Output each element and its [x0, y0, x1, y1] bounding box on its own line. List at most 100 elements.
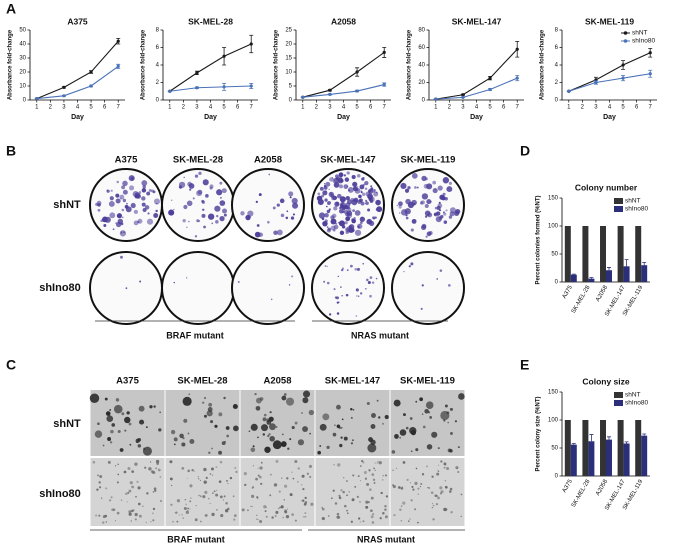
colony: [411, 485, 414, 488]
data-point: [222, 85, 226, 89]
colony: [255, 518, 258, 521]
y-tick-label: 2: [555, 80, 559, 86]
colony: [216, 489, 218, 491]
colony: [199, 520, 202, 523]
colony: [411, 173, 418, 179]
colony: [127, 467, 131, 471]
colony: [120, 499, 123, 501]
colony: [306, 472, 310, 476]
colony: [357, 223, 363, 229]
colony: [274, 515, 277, 518]
colony: [329, 177, 334, 182]
colony: [352, 408, 355, 411]
colony: [279, 506, 281, 509]
colony: [264, 510, 267, 513]
colony: [309, 432, 311, 435]
colony: [365, 500, 369, 504]
data-point: [116, 39, 120, 43]
colony: [219, 460, 223, 464]
colony: [356, 495, 359, 498]
colony: [121, 412, 125, 416]
colony: [368, 437, 373, 442]
colony: [422, 425, 426, 429]
colony: [111, 508, 114, 512]
x-tick-label: 1: [168, 105, 172, 111]
colony: [203, 467, 207, 472]
colony: [221, 441, 226, 446]
colony: [268, 416, 274, 422]
colony: [100, 497, 103, 499]
colony: [193, 470, 195, 472]
colony: [120, 255, 123, 259]
colony: [250, 423, 258, 431]
panel-label: E: [520, 357, 529, 373]
colony: [219, 181, 223, 185]
y-tick-label: 0: [555, 98, 559, 104]
colony: [284, 509, 287, 513]
colony: [237, 280, 240, 283]
colony: [243, 471, 247, 476]
colony: [425, 465, 428, 468]
error-bar: [589, 277, 594, 279]
x-tick-label: 2: [448, 105, 452, 111]
colony: [407, 520, 410, 522]
colony: [449, 487, 453, 491]
colony: [421, 193, 429, 200]
colony: [191, 469, 194, 472]
colony: [202, 208, 205, 211]
colony: [232, 495, 235, 498]
series-line: [36, 65, 119, 100]
error-bar: [642, 433, 647, 436]
y-tick-label: 50: [551, 446, 558, 452]
colony: [414, 508, 417, 511]
colony: [341, 269, 344, 272]
colony: [324, 198, 328, 202]
x-tick-label: 4: [342, 105, 346, 111]
y-tick-label: 80: [418, 28, 425, 34]
colony: [224, 509, 229, 513]
colony: [97, 203, 101, 207]
colony: [439, 194, 445, 200]
colony: [354, 267, 358, 271]
colony: [152, 512, 154, 514]
colony: [352, 209, 355, 213]
colony: [209, 502, 211, 504]
colony: [126, 501, 128, 503]
colony: [186, 277, 188, 279]
x-axis-label: Day: [603, 114, 616, 121]
colony: [183, 418, 188, 423]
colony: [338, 220, 345, 227]
colony: [346, 509, 348, 512]
colony: [218, 480, 222, 484]
colony: [185, 510, 189, 515]
row-label: shIno80: [39, 488, 81, 500]
micrograph: [315, 390, 390, 456]
colony: [343, 209, 348, 214]
colony: [355, 288, 359, 292]
colony: [321, 194, 325, 198]
colony: [255, 405, 261, 411]
colony: [216, 189, 223, 196]
colony: [259, 476, 262, 479]
error-bar: [606, 436, 611, 440]
colony: [322, 190, 328, 196]
x-tick-label: 7: [649, 105, 653, 111]
colony: [106, 189, 109, 192]
colony: [334, 424, 336, 426]
colony: [351, 439, 354, 442]
colony: [378, 416, 381, 419]
colony: [374, 462, 376, 464]
colony: [337, 301, 340, 304]
colony: [188, 393, 191, 396]
colony: [226, 434, 230, 438]
colony: [129, 185, 135, 191]
colony: [257, 474, 260, 477]
colony: [213, 490, 216, 493]
colony: [269, 473, 272, 476]
colony: [291, 275, 294, 278]
colony: [414, 186, 417, 189]
colony: [436, 472, 440, 476]
colony: [145, 521, 147, 524]
y-tick-label: 30: [19, 56, 26, 62]
colony: [437, 447, 440, 450]
